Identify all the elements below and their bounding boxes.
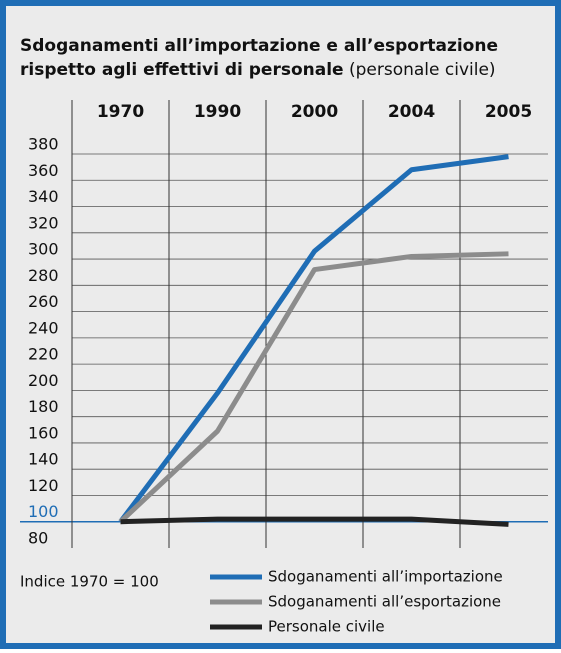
y-tick-label: 100	[28, 502, 59, 521]
y-tick-label: 200	[28, 371, 59, 390]
y-tick-label: 340	[28, 187, 59, 206]
chart-title: Sdoganamenti all’importazione e all’espo…	[20, 36, 498, 56]
y-tick-label: 280	[28, 266, 59, 285]
y-tick-label: 380	[28, 135, 59, 154]
chart-subtitle: (personale civile)	[349, 60, 496, 80]
y-tick-label: 120	[28, 476, 59, 495]
y-tick-label: 360	[28, 161, 59, 180]
x-tick-label: 1970	[97, 102, 144, 122]
y-tick-label: 180	[28, 397, 59, 416]
annotation: Indice 1970 = 100	[20, 573, 159, 591]
chart-title: rispetto agli effettivi di personale	[20, 60, 344, 80]
y-tick-label: 320	[28, 213, 59, 232]
y-tick-label: 220	[28, 345, 59, 364]
y-tick-label: 80	[28, 529, 48, 548]
chart-title: rispetto agli effettivi di personale (pe…	[20, 60, 496, 80]
legend-label: Sdoganamenti all’importazione	[268, 568, 503, 586]
x-tick-label: 2000	[291, 102, 338, 122]
y-tick-label: 260	[28, 292, 59, 311]
legend-label: Personale civile	[268, 618, 385, 636]
series-line	[118, 154, 509, 524]
y-tick-label: 240	[28, 318, 59, 337]
series-line	[118, 251, 509, 524]
y-tick-label: 160	[28, 423, 59, 442]
x-tick-label: 2005	[485, 102, 532, 122]
y-tick-label: 300	[28, 240, 59, 259]
legend-label: Sdoganamenti all’esportazione	[268, 593, 501, 611]
x-tick-label: 2004	[388, 102, 435, 122]
series-line	[120, 516, 509, 527]
y-tick-label: 140	[28, 450, 59, 469]
x-tick-label: 1990	[194, 102, 241, 122]
